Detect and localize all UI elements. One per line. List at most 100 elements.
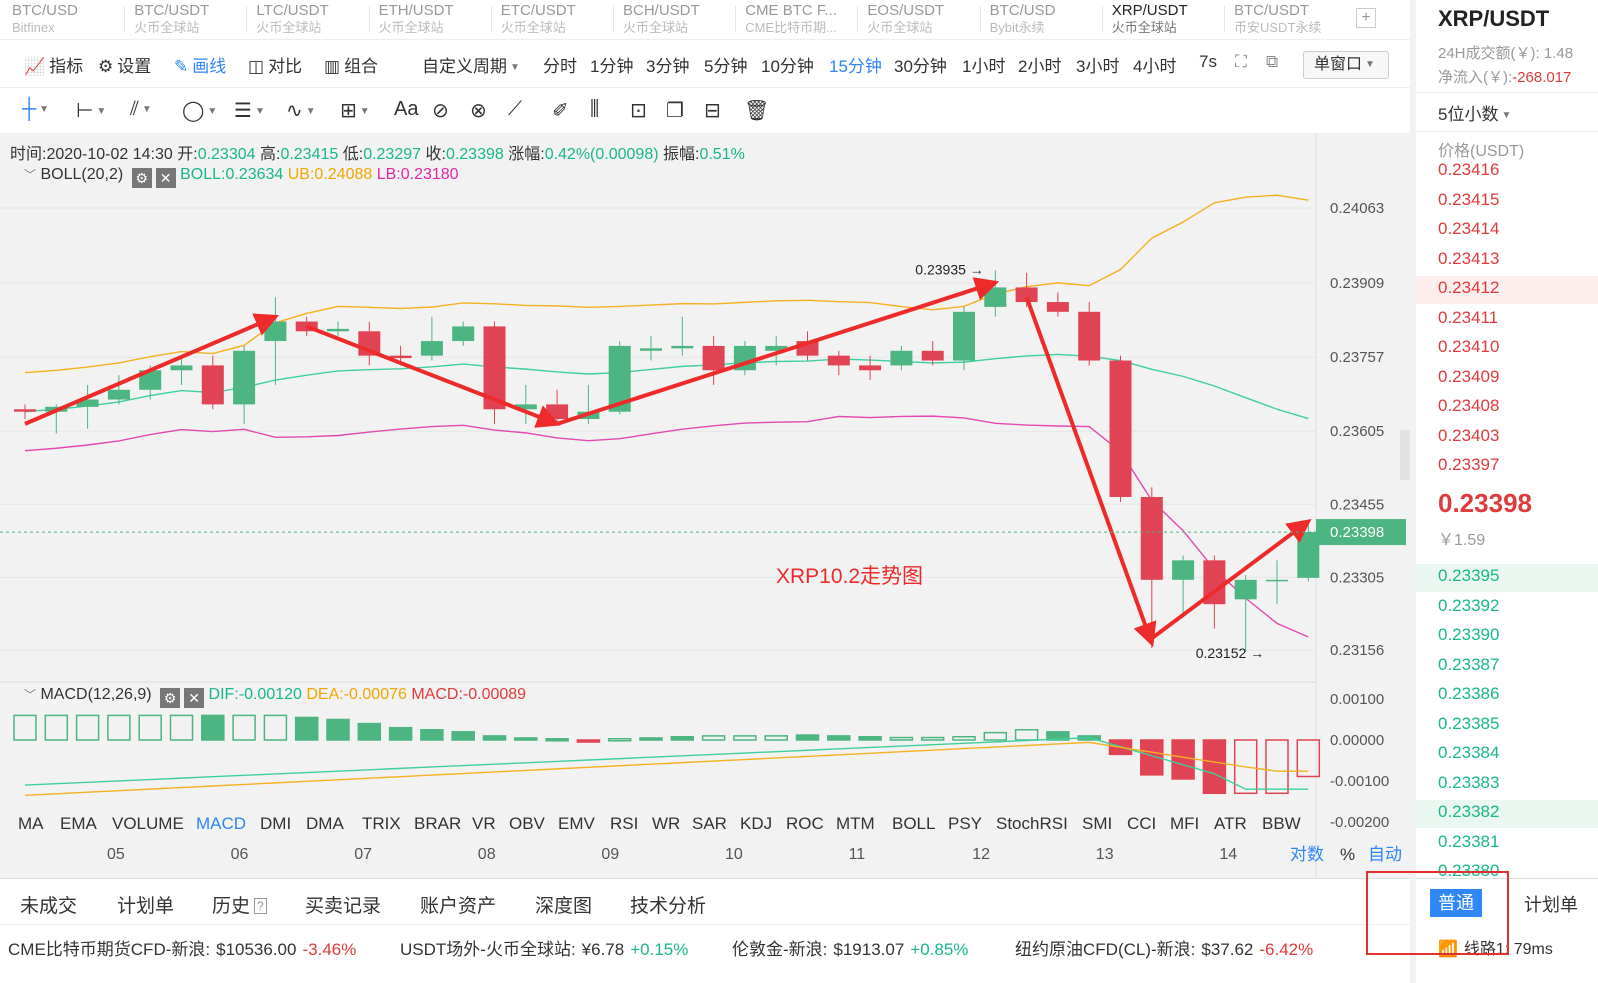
fullscreen-icon[interactable]: ⛶ (1235, 52, 1247, 71)
fibonacci-tool-icon[interactable]: ⊘ (432, 100, 449, 122)
wave-tool-icon[interactable]: ∿ ▼ (286, 100, 316, 122)
period-button[interactable]: 2小时 (1018, 57, 1062, 76)
indicator-tab[interactable]: RSI (610, 814, 638, 833)
ask-price[interactable]: 0.23411 (1438, 307, 1499, 327)
ask-price[interactable]: 0.23413 (1438, 248, 1500, 268)
bid-price[interactable]: 0.23385 (1438, 713, 1500, 733)
bottom-tab[interactable]: 历史? (212, 891, 267, 918)
collapse-icon[interactable]: ﹀ (24, 168, 37, 182)
ask-price[interactable]: 0.23397 (1438, 455, 1500, 474)
indicator-tab[interactable]: WR (652, 814, 680, 833)
market-tab[interactable]: XRP/USDT 火币全球站 (1112, 2, 1188, 38)
indicator-tab[interactable]: SAR (692, 814, 727, 833)
indicator-tab[interactable]: VR (472, 814, 496, 833)
indicator-tab[interactable]: SMI (1082, 814, 1112, 833)
indicator-tab[interactable]: CCI (1127, 814, 1156, 833)
period-button[interactable]: 30分钟 (894, 57, 947, 76)
lock-tool-icon[interactable]: ⊡ (630, 100, 647, 122)
market-tab[interactable]: BCH/USDT 火币全球站 (623, 2, 700, 38)
ticker-item[interactable]: 伦敦金-新浪: $1913.07 +0.85% (732, 935, 968, 960)
brush-tool-icon[interactable]: ✐ (552, 100, 569, 122)
ask-price[interactable]: 0.23408 (1438, 396, 1500, 415)
indicator-tab[interactable]: StochRSI (996, 814, 1068, 833)
add-tab-button[interactable]: + (1356, 8, 1376, 28)
plan-order-tab[interactable]: 计划单 (1524, 895, 1578, 915)
ellipse-tool-icon[interactable]: ◯ ▼ (182, 100, 218, 122)
indicator-tab[interactable]: PSY (948, 814, 982, 833)
bid-price[interactable]: 0.23386 (1438, 684, 1500, 703)
bid-price[interactable]: 0.23384 (1438, 743, 1500, 762)
ask-price[interactable]: 0.23412 (1438, 278, 1500, 297)
indicator-tab[interactable]: ATR (1214, 814, 1247, 833)
bottom-tab[interactable]: 账户资产 (420, 891, 496, 918)
bottom-tab[interactable]: 买卖记录 (305, 891, 381, 918)
window-mode-select[interactable]: 单窗口 ▼ (1303, 51, 1389, 79)
period-button[interactable]: 3小时 (1076, 57, 1120, 76)
compare-button[interactable]: ◫ 对比 (248, 52, 302, 77)
market-tab[interactable]: BTC/USD Bitfinex (12, 2, 78, 38)
ticker-item[interactable]: CME比特币期货CFD-新浪: $10536.00 -3.46% (8, 935, 356, 960)
bottom-tab[interactable]: 技术分析 (630, 891, 706, 918)
indicator-tab[interactable]: ROC (786, 814, 824, 833)
market-tab[interactable]: CME BTC F... CME比特币期... (745, 2, 837, 38)
period-button[interactable]: 1小时 (962, 57, 1006, 76)
bid-price[interactable]: 0.23387 (1438, 654, 1500, 674)
indicator-tab[interactable]: MACD (196, 814, 246, 833)
panel-collapse-handle[interactable] (1400, 430, 1410, 480)
indicator-tab[interactable]: BOLL (892, 814, 935, 833)
bottom-tab[interactable]: 未成交 (20, 891, 78, 926)
ask-price[interactable]: 0.23415 (1438, 189, 1500, 209)
text-tool-icon[interactable]: Aa (394, 98, 418, 121)
gear-icon[interactable]: ⚙ (160, 688, 181, 708)
ticker-item[interactable]: USDT场外-火币全球站: ¥6.78 +0.15% (400, 935, 688, 960)
close-icon[interactable]: ✕ (155, 168, 176, 188)
period-button[interactable]: 10分钟 (761, 57, 814, 76)
ask-price[interactable]: 0.23410 (1438, 337, 1500, 356)
indicator-tab[interactable]: VOLUME (112, 814, 184, 833)
ask-price[interactable]: 0.23414 (1438, 219, 1500, 238)
chart-area[interactable]: 时间:2020-10-02 14:30 开:0.23304 高:0.23415 … (0, 134, 1410, 878)
parallel-channel-tool-icon[interactable]: ☰ ▼ (234, 100, 265, 122)
custom-period-dropdown[interactable]: 自定义周期 ▼ (422, 52, 520, 77)
indicator-tab[interactable]: MA (18, 814, 44, 833)
market-tab[interactable]: BTC/USD Bybit永续 (990, 2, 1056, 38)
period-button[interactable]: 3分钟 (646, 57, 690, 76)
market-tab[interactable]: BTC/USDT 火币全球站 (134, 2, 209, 38)
bid-price[interactable]: 0.23382 (1438, 802, 1500, 821)
indicator-tab[interactable]: EMV (558, 814, 596, 833)
indicator-tab[interactable]: DMI (260, 814, 291, 833)
auto-scale-toggle[interactable]: 自动 (1368, 845, 1402, 864)
gear-icon[interactable]: ⚙ (131, 168, 152, 188)
indicator-tab[interactable]: MFI (1170, 814, 1199, 833)
period-button[interactable]: 15分钟 (829, 57, 882, 76)
collapse-icon[interactable]: ﹀ (24, 688, 37, 702)
indicator-tab[interactable]: KDJ (740, 814, 772, 833)
indicator-button[interactable]: 📈 指标 (24, 52, 83, 77)
settings-button[interactable]: ⚙ 设置 (98, 52, 151, 77)
market-tab[interactable]: ETC/USDT 火币全球站 (501, 2, 576, 38)
horizontal-line-tool-icon[interactable]: ⊢ ▼ (76, 100, 107, 122)
kline-chart[interactable]: 0.23935 → 0.23152 → XRP10.2走势图 0.24063 0.239… (0, 134, 1410, 878)
decimals-select[interactable]: 5位小数 ▼ (1438, 100, 1511, 125)
indicator-tab[interactable]: EMA (60, 814, 98, 833)
indicator-tab[interactable]: BRAR (414, 814, 461, 833)
market-tab[interactable]: ETH/USDT 火币全球站 (379, 2, 454, 38)
period-button[interactable]: 7s (1199, 52, 1217, 71)
percent-scale-toggle[interactable]: % (1340, 845, 1355, 864)
magnet-tool-icon[interactable]: ⊗ (470, 100, 487, 122)
bid-price[interactable]: 0.23381 (1438, 831, 1500, 851)
indicator-tab[interactable]: BBW (1262, 814, 1301, 833)
copy-tool-icon[interactable]: ❐ (666, 100, 684, 122)
period-button[interactable]: 1分钟 (590, 57, 634, 76)
bid-price[interactable]: 0.23390 (1438, 625, 1500, 644)
close-icon[interactable]: ✕ (184, 688, 205, 708)
ask-price[interactable]: 0.23409 (1438, 366, 1500, 386)
screenshot-tool-icon[interactable]: ⊟ (704, 100, 721, 122)
help-icon[interactable]: ? (254, 898, 267, 914)
log-scale-toggle[interactable]: 对数 (1290, 845, 1324, 864)
bottom-tab[interactable]: 深度图 (535, 891, 592, 918)
period-button[interactable]: 4小时 (1133, 57, 1177, 76)
normal-order-tab[interactable]: 普通 (1430, 889, 1482, 917)
ticker-item[interactable]: 纽约原油CFD(CL)-新浪: $37.62 -6.42% (1015, 935, 1313, 960)
period-button[interactable]: 5分钟 (704, 57, 748, 76)
